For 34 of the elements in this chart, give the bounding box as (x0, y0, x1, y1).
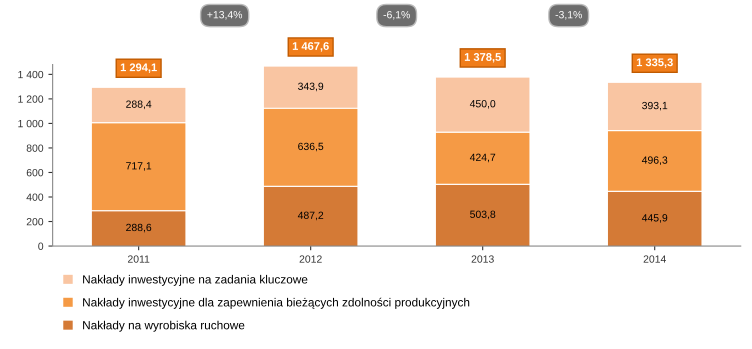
y-tick-label: 0 (38, 242, 44, 250)
data-label: 496,3 (642, 156, 668, 165)
legend-label: Nakłady na wyrobiska ruchowe (83, 320, 244, 332)
total-label: 1 378,5 (464, 53, 501, 63)
x-tick-label: 2012 (300, 255, 322, 263)
data-label: 288,6 (126, 224, 152, 232)
total-label: 1 294,1 (120, 63, 157, 73)
text: -6,1% (384, 10, 410, 20)
data-label: 445,9 (642, 214, 668, 223)
data-label: 393,1 (642, 102, 668, 110)
text: -3,1% (556, 10, 582, 20)
x-tick-label: 2013 (472, 255, 494, 263)
x-tick-label: 2011 (128, 255, 150, 263)
data-label: 636,5 (298, 142, 324, 152)
total-label: 1 467,6 (292, 42, 329, 52)
y-tick-label: 800 (26, 144, 44, 152)
data-label: 717,1 (126, 162, 152, 171)
data-label: 487,2 (298, 212, 324, 220)
text: +13,4% (207, 10, 242, 20)
data-label: 343,9 (298, 82, 324, 92)
data-label: 450,0 (470, 100, 496, 109)
x-tick-label: 2014 (644, 255, 666, 263)
data-label: 424,7 (470, 154, 496, 162)
y-tick-label: 1 000 (18, 120, 44, 128)
y-tick-label: 600 (26, 168, 44, 176)
total-label: 1 335,3 (636, 58, 673, 68)
y-tick-label: 400 (26, 193, 44, 201)
legend-label: Nakłady inwestycyjne dla zapewnienia bieżących zdolności produkcyjnych (83, 298, 470, 309)
y-tick-label: 1 400 (18, 70, 44, 78)
legend-label: Nakłady inwestycyjne na zadania kluczowe (83, 274, 308, 286)
y-tick-label: 200 (26, 218, 44, 226)
y-tick-label: 1 200 (18, 95, 44, 103)
data-label: 503,8 (470, 210, 496, 220)
data-label: 288,4 (126, 100, 152, 110)
